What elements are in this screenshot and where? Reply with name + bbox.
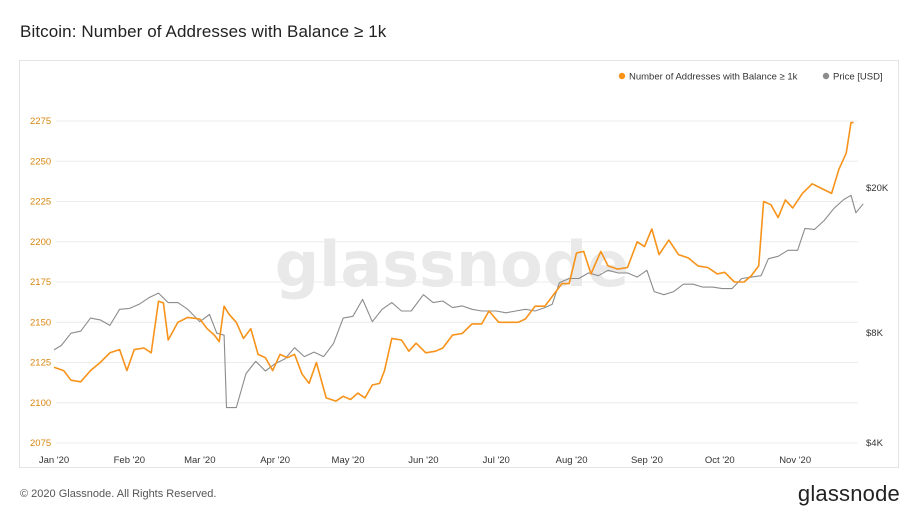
axes: 2075 2100 2125 2150 2175 2200 2225 2250 2275 $4K $… <box>30 116 889 466</box>
y-left-tick-label: 2075 <box>30 438 51 449</box>
x-tick-label: Aug '20 <box>556 455 588 466</box>
x-tick-label: Feb '20 <box>114 455 145 466</box>
x-tick-label: Sep '20 <box>631 455 663 466</box>
y-left-tick-label: 2125 <box>30 358 51 369</box>
y-right-tick-label: $4K <box>866 438 884 449</box>
legend-item-addresses[interactable]: Number of Addresses with Balance ≥ 1k <box>618 72 798 83</box>
legend-marker <box>822 72 830 80</box>
chart-panel: glassnode 2075 2100 2125 2150 2175 2200 2225 22… <box>19 60 899 468</box>
x-tick-label: Jun '20 <box>408 455 438 466</box>
glassnode-logo[interactable]: glassnode <box>797 481 900 506</box>
addresses-line <box>53 121 854 402</box>
chart-canvas: glassnode 2075 2100 2125 2150 2175 2200 2225 22… <box>30 72 889 467</box>
y-left-tick-label: 2150 <box>30 317 51 328</box>
y-left-tick-label: 2175 <box>30 277 51 288</box>
y-left-tick-label: 2275 <box>30 116 51 127</box>
legend[interactable]: Number of Addresses with Balance ≥ 1k Pri… <box>618 72 883 83</box>
legend-item-price[interactable]: Price [USD] <box>822 72 883 83</box>
y-left-tick-label: 2225 <box>30 197 51 208</box>
gridlines <box>56 120 858 444</box>
x-tick-label: Jul '20 <box>483 455 510 466</box>
legend-marker <box>618 72 626 80</box>
x-tick-label: Oct '20 <box>705 455 735 466</box>
y-right-tick-label: $20K <box>866 183 889 194</box>
y-right-tick-label: $8K <box>866 328 884 339</box>
x-tick-label: Jan '20 <box>39 455 69 466</box>
legend-label: Price [USD] <box>833 72 883 83</box>
y-left-tick-label: 2200 <box>30 237 51 248</box>
watermark: glassnode <box>275 228 629 301</box>
x-tick-label: Mar '20 <box>184 455 215 466</box>
y-left-tick-label: 2250 <box>30 156 51 167</box>
y-left-tick-label: 2100 <box>30 398 51 409</box>
page-title: Bitcoin: Number of Addresses with Balanc… <box>20 22 387 41</box>
x-tick-label: Nov '20 <box>779 455 811 466</box>
addresses-series <box>53 121 854 402</box>
legend-label: Number of Addresses with Balance ≥ 1k <box>629 72 798 83</box>
x-tick-label: Apr '20 <box>260 455 290 466</box>
copyright-notice: © 2020 Glassnode. All Rights Reserved. <box>20 488 217 500</box>
x-tick-label: May '20 <box>332 455 365 466</box>
